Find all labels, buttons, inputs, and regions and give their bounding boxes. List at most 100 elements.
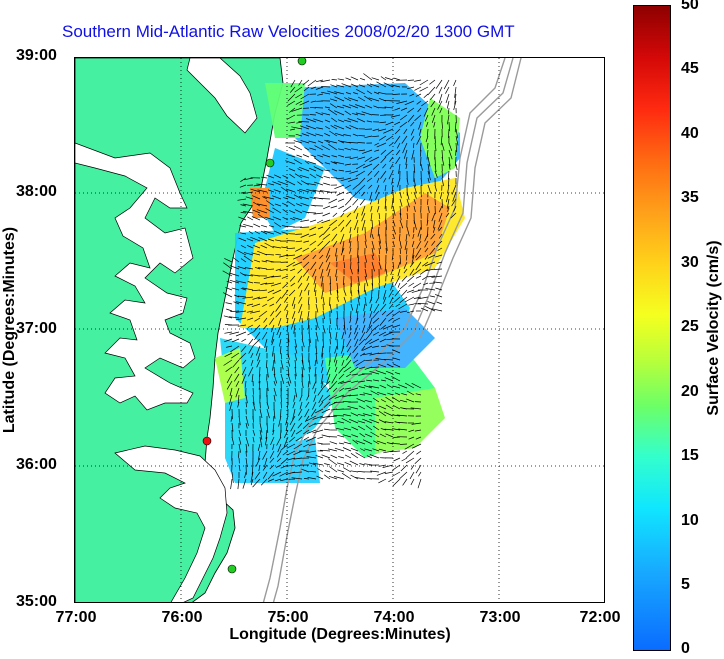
velocity-arrow [429,295,436,298]
station-marker-icon [227,564,237,574]
velocity-arrow [264,216,275,221]
velocity-arrow [350,412,359,417]
velocity-arrow [275,310,282,318]
velocity-arrow [266,380,269,392]
velocity-arrow [303,478,310,480]
velocity-arrow [329,296,331,306]
velocity-arrow [441,142,445,151]
velocity-arrow [331,233,338,242]
velocity-arrow [364,399,373,403]
velocity-arrow [285,415,289,426]
velocity-arrow [305,118,317,123]
velocity-arrow [301,366,304,378]
velocity-arrow [250,310,261,314]
velocity-arrow [427,184,432,194]
velocity-arrow [258,267,268,270]
velocity-arrow [364,433,373,438]
velocity-arrow [357,425,366,431]
velocity-arrow [429,79,436,85]
velocity-arrow [385,404,394,410]
velocity-arrow [448,142,453,152]
velocity-arrow [329,338,331,345]
station-marker-icon [265,158,275,168]
velocity-arrow [357,96,366,102]
velocity-arrow [375,184,380,193]
velocity-arrow [373,105,380,109]
chesapeake-bay [75,142,196,411]
velocity-arrow [378,219,381,226]
velocity-arrow [368,317,373,329]
velocity-arrow [392,363,401,368]
velocity-arrow [241,338,247,342]
velocity-arrow [306,394,310,401]
velocity-arrow [439,107,443,114]
velocity-arrow [389,163,394,170]
velocity-arrow [366,83,373,88]
velocity-arrow [344,359,352,369]
velocity-arrow [374,149,380,152]
velocity-arrow [391,376,401,382]
colorbar-tick: 0 [681,640,690,657]
velocity-arrow [445,93,450,104]
colorbar-tick: 10 [681,512,699,529]
velocity-arrow [327,90,338,95]
velocity-arrow [302,79,310,86]
velocity-arrow [330,454,338,459]
velocity-arrow [328,144,338,151]
velocity-arrow [251,303,261,308]
velocity-arrow [424,114,429,122]
velocity-arrow [382,289,387,300]
velocity-arrow [285,310,289,318]
velocity-arrow [333,414,345,417]
velocity-arrow [282,216,289,221]
velocity-arrow [393,93,401,95]
velocity-arrow [282,209,289,214]
velocity-arrow [441,121,443,129]
velocity-arrow [359,77,366,81]
velocity-arrow [348,233,352,244]
velocity-arrow [332,226,338,231]
velocity-arrow [266,268,275,271]
velocity-arrow [384,77,394,81]
velocity-arrow [315,352,318,364]
velocity-arrow [340,380,352,384]
velocity-arrow [281,289,289,299]
velocity-arrow [252,209,261,214]
velocity-arrow [294,209,303,214]
velocity-arrow [312,189,324,193]
velocity-arrow [401,393,408,396]
velocity-arrow [445,191,450,203]
y-tick: 38:00 [16,183,57,200]
velocity-arrow [330,125,338,130]
velocity-arrow [286,261,296,268]
velocity-arrow [368,97,380,102]
velocity-arrow [334,359,338,367]
velocity-arrow [273,189,282,193]
velocity-arrow [280,429,282,438]
velocity-arrow [334,394,345,399]
velocity-arrow [286,443,296,449]
velocity-arrow [370,412,380,417]
velocity-arrow [336,310,339,320]
velocity-arrow [343,366,352,373]
velocity-arrow [364,95,373,102]
velocity-arrow [356,118,366,123]
velocity-arrow [310,86,317,90]
velocity-arrow [260,478,268,486]
velocity-arrow [336,324,339,330]
velocity-arrow [272,359,275,371]
velocity-arrow [370,198,373,205]
velocity-arrow [291,477,303,480]
velocity-arrow [312,380,317,390]
velocity-arrow [240,177,247,182]
velocity-arrow [427,163,430,175]
velocity-arrow [392,261,395,269]
velocity-arrow [357,177,366,186]
velocity-arrow [378,261,382,270]
velocity-arrow [301,317,303,324]
velocity-arrow [237,295,247,298]
velocity-arrow [222,292,233,298]
velocity-arrow [315,317,319,329]
velocity-arrow [338,366,345,374]
velocity-arrow [339,233,345,245]
